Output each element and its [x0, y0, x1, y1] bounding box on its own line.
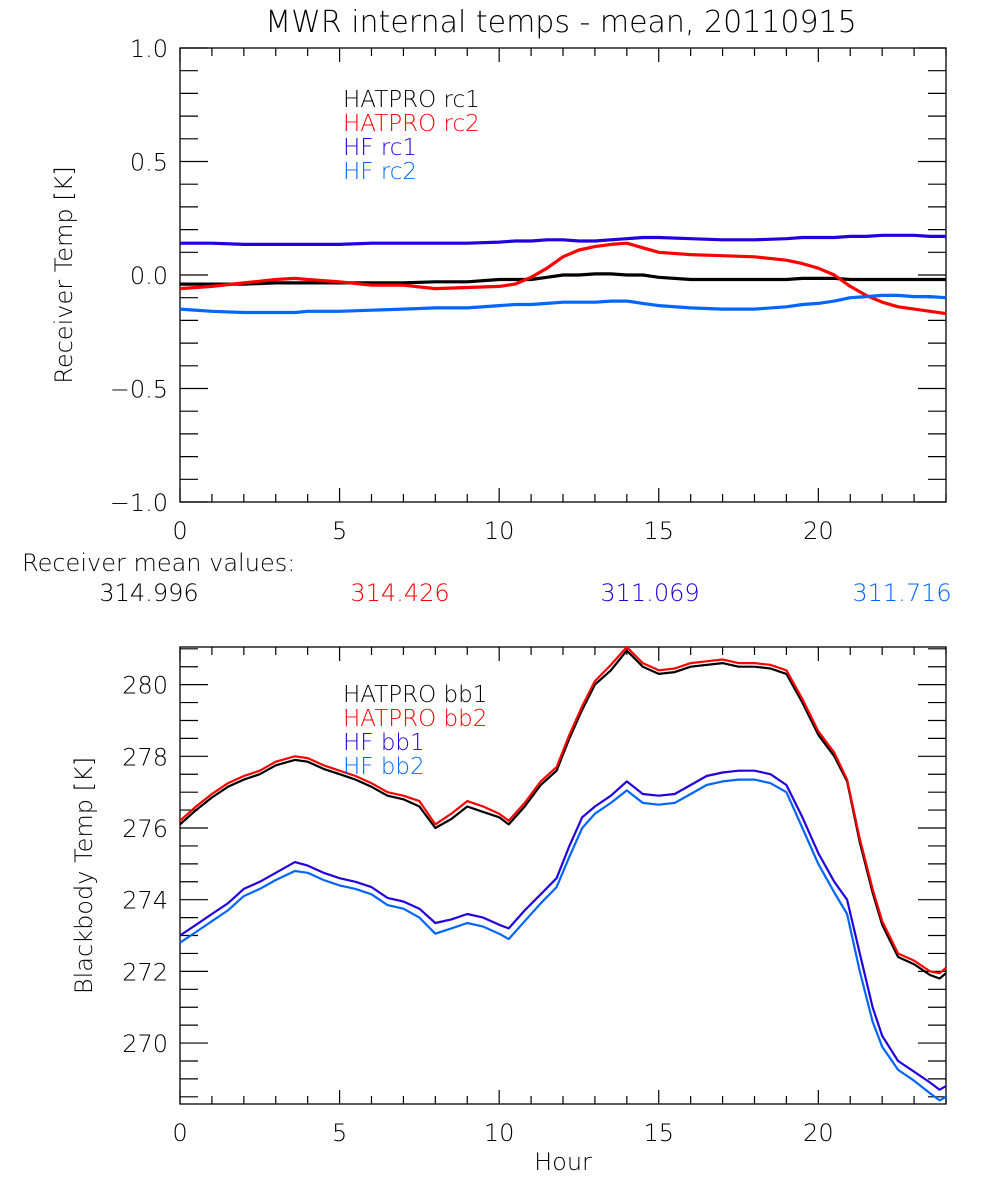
series-line-hatpro-bb1: [179, 649, 947, 980]
mean-values-label: Receiver mean values:: [22, 549, 295, 577]
legend-entry: HATPRO bb1: [343, 682, 487, 708]
series-line-hf-rc2: [179, 293, 947, 315]
y-axis-label: Blackbody Temp [K]: [70, 757, 98, 994]
legend-entry: HF rc1: [343, 135, 417, 161]
y-tick-label: 272: [122, 958, 168, 986]
mean-value: 314.996: [99, 579, 198, 607]
receiver-temp-plot: 0 5 10 15 20 −1.0 −0.5 0.0 0.5 1.0 Receiver Temp […: [50, 35, 947, 545]
y-axis-label: Receiver Temp [K]: [50, 166, 78, 384]
y-tick-label: 0.0: [130, 262, 168, 290]
legend-entry: HF bb1: [343, 730, 425, 756]
x-tick-label: 10: [484, 1119, 515, 1147]
y-tick-label: −1.0: [110, 489, 168, 517]
y-tick-label: −0.5: [110, 376, 168, 404]
y-tick-label: 280: [122, 672, 168, 700]
x-tick-label: 20: [803, 1119, 834, 1147]
series-line-hatpro-rc2: [179, 241, 947, 316]
x-tick-label: 0: [172, 1119, 187, 1147]
y-tick-label: 278: [122, 743, 168, 771]
x-tick-label: 5: [332, 517, 347, 545]
series-line-hf-rc1: [180, 233, 946, 246]
legend-entry: HF bb2: [343, 754, 425, 780]
x-tick-label: 0: [172, 517, 187, 545]
x-tick-label: 10: [484, 517, 515, 545]
y-tick-label: 0.5: [130, 149, 168, 177]
x-tick-label: 15: [643, 1119, 674, 1147]
y-tick-label: 274: [122, 887, 168, 915]
mean-values-row: 314.996 314.426 311.069 311.716: [99, 579, 951, 607]
y-tick-label: 1.0: [130, 35, 168, 63]
x-tick-label: 5: [332, 1119, 347, 1147]
y-tick-label: 270: [122, 1030, 168, 1058]
legend-entry: HATPRO rc1: [343, 87, 480, 113]
chart-title: MWR internal temps - mean, 20110915: [265, 5, 856, 40]
legend-entry: HF rc2: [343, 159, 417, 185]
mean-value: 314.426: [350, 579, 449, 607]
series-line-hf-bb1: [179, 769, 947, 1091]
mean-value: 311.069: [600, 579, 699, 607]
x-tick-label: 20: [803, 517, 834, 545]
blackbody-temp-plot: 0 5 10 15 20 270 272 274 276 278 280 Blackbody Temp…: [70, 645, 947, 1176]
y-tick-label: 276: [122, 815, 168, 843]
series-line-hatpro-bb2: [179, 645, 947, 975]
mean-value: 311.716: [852, 579, 951, 607]
x-tick-label: 15: [643, 517, 674, 545]
legend-entry: HATPRO bb2: [343, 706, 487, 732]
series-line-hf-bb2: [179, 778, 947, 1102]
x-axis-label: Hour: [534, 1148, 592, 1176]
legend-entry: HATPRO rc2: [343, 111, 480, 137]
